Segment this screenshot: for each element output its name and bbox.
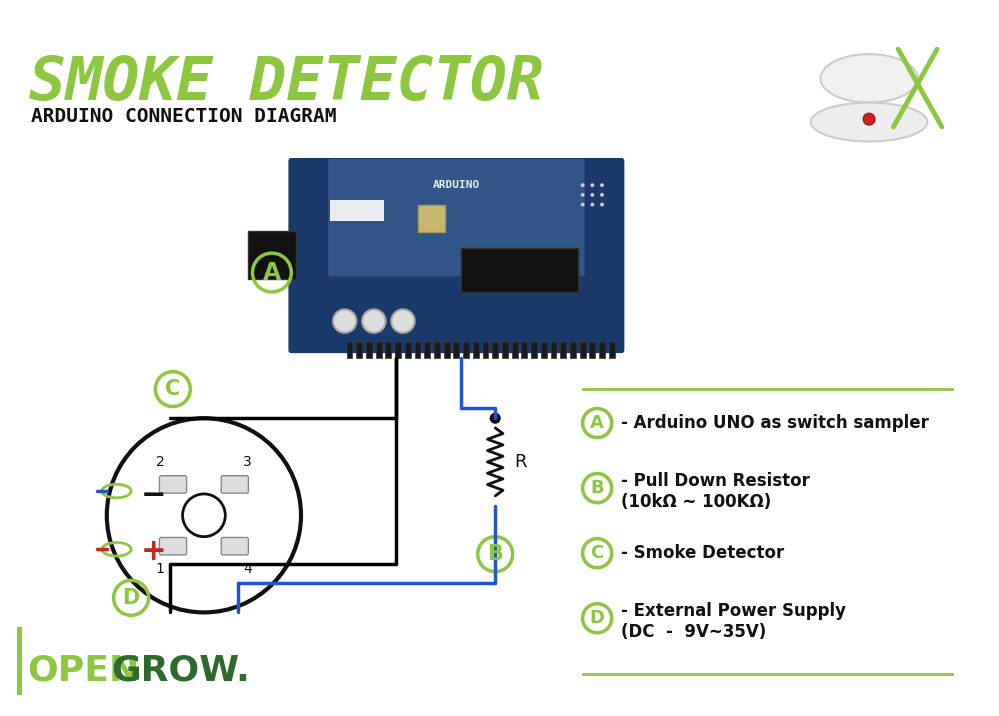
Text: ANALOG IN: ANALOG IN (491, 360, 529, 366)
Text: - External Power Supply: - External Power Supply (621, 602, 846, 621)
Bar (462, 248, 577, 292)
Circle shape (580, 203, 584, 206)
Text: 2: 2 (156, 455, 165, 469)
Bar (405, 342, 411, 358)
Bar (483, 342, 489, 358)
Bar (357, 342, 363, 358)
Bar (434, 342, 440, 358)
Circle shape (580, 183, 584, 187)
Text: (10kΩ ~ 100KΩ): (10kΩ ~ 100KΩ) (621, 493, 771, 511)
Bar (540, 342, 546, 358)
FancyBboxPatch shape (160, 538, 187, 555)
Text: C: C (590, 544, 603, 562)
Bar (511, 342, 517, 358)
Text: GND: GND (414, 369, 419, 381)
Bar (531, 342, 537, 358)
Bar (608, 342, 614, 358)
Text: A0: A0 (456, 369, 461, 376)
Circle shape (590, 203, 594, 206)
Bar (386, 342, 392, 358)
Bar (560, 342, 566, 358)
Ellipse shape (820, 54, 918, 102)
Text: (DC  -  9V~35V): (DC - 9V~35V) (621, 623, 766, 641)
Text: C: C (165, 379, 181, 399)
Bar (464, 342, 469, 358)
Circle shape (363, 309, 386, 333)
Text: 3.3V: 3.3V (394, 369, 399, 381)
Bar (502, 342, 507, 358)
FancyBboxPatch shape (160, 475, 187, 493)
FancyBboxPatch shape (221, 538, 249, 555)
Text: 4: 4 (243, 562, 252, 576)
Text: A4: A4 (495, 369, 500, 376)
Bar (444, 342, 450, 358)
Bar (248, 231, 296, 279)
Circle shape (333, 309, 357, 333)
Bar (550, 342, 556, 358)
Bar (473, 342, 479, 358)
Text: A: A (590, 414, 604, 432)
FancyBboxPatch shape (289, 158, 624, 353)
Text: VIN: VIN (433, 369, 438, 378)
Circle shape (600, 193, 604, 197)
Bar (570, 342, 575, 358)
Ellipse shape (811, 102, 927, 142)
Circle shape (600, 183, 604, 187)
Text: A: A (263, 261, 281, 284)
Circle shape (863, 113, 875, 125)
Text: GND: GND (423, 369, 428, 381)
Text: R: R (514, 453, 527, 471)
Text: B: B (488, 544, 503, 564)
Bar (418, 205, 445, 232)
Text: B: B (590, 479, 604, 497)
Text: OPEN: OPEN (27, 654, 140, 687)
Circle shape (183, 494, 226, 537)
Circle shape (107, 418, 301, 612)
Circle shape (491, 413, 500, 423)
Text: - Smoke Detector: - Smoke Detector (621, 544, 784, 562)
Text: ARDUINO CONNECTION DIAGRAM: ARDUINO CONNECTION DIAGRAM (31, 107, 337, 127)
Bar (376, 342, 382, 358)
FancyBboxPatch shape (221, 475, 249, 493)
Text: ARDUINO: ARDUINO (433, 180, 480, 190)
Bar (330, 200, 384, 221)
Text: D: D (589, 609, 604, 627)
Text: A2: A2 (476, 369, 481, 376)
Bar (599, 342, 605, 358)
Bar (415, 342, 421, 358)
Bar (347, 342, 353, 358)
Text: GROW.: GROW. (112, 654, 251, 687)
Circle shape (392, 309, 415, 333)
Bar (17, 627, 22, 695)
Text: - Pull Down Resistor: - Pull Down Resistor (621, 473, 810, 490)
FancyBboxPatch shape (329, 159, 584, 276)
Circle shape (590, 183, 594, 187)
Text: A5: A5 (504, 369, 509, 376)
Text: D: D (123, 588, 140, 608)
Bar (366, 342, 372, 358)
Bar (579, 342, 585, 358)
Text: RESET: RESET (384, 369, 389, 385)
Text: 3: 3 (243, 455, 252, 469)
Circle shape (590, 193, 594, 197)
Text: A1: A1 (466, 369, 471, 376)
Circle shape (600, 203, 604, 206)
Bar (493, 342, 499, 358)
Text: A3: A3 (485, 369, 490, 376)
Bar (396, 342, 401, 358)
Bar (454, 342, 460, 358)
Circle shape (580, 193, 584, 197)
Text: POWER: POWER (405, 360, 431, 366)
Bar (425, 342, 431, 358)
Text: +: + (141, 537, 166, 566)
Text: SMOKE DETECTOR: SMOKE DETECTOR (29, 54, 543, 113)
Bar (589, 342, 595, 358)
Text: 5V: 5V (404, 369, 409, 376)
Text: −: − (141, 481, 166, 511)
Text: - Arduino UNO as switch sampler: - Arduino UNO as switch sampler (621, 414, 929, 432)
Text: 1: 1 (156, 562, 165, 576)
Bar (521, 342, 527, 358)
